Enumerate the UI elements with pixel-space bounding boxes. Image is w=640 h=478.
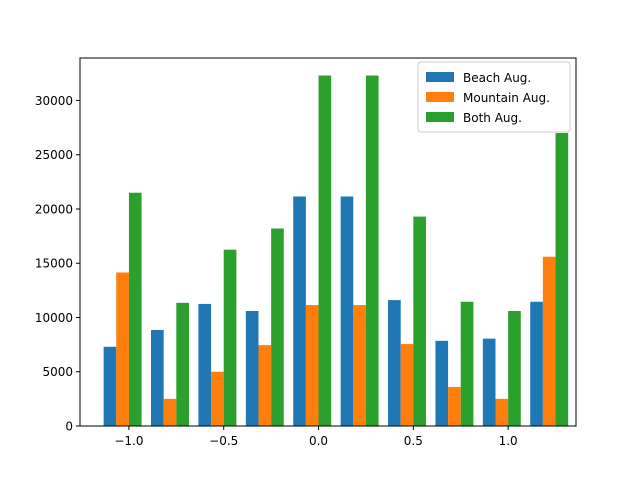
x-axis: −1.0 −0.5 0.0 0.5 1.0	[114, 426, 518, 448]
bars-group	[103, 75, 569, 427]
legend-box	[417, 61, 571, 133]
bar	[128, 192, 142, 426]
bar	[413, 216, 426, 426]
y-tick-label: 5000	[42, 365, 73, 379]
bar	[365, 75, 379, 427]
y-tick-label: 15000	[35, 257, 73, 271]
y-tick-label: 20000	[35, 202, 73, 216]
legend: Beach Aug. Mountain Aug. Both Aug.	[417, 61, 571, 133]
x-tick-label: −1.0	[114, 434, 143, 448]
y-tick-label: 30000	[35, 94, 73, 108]
bar	[460, 301, 474, 426]
bar	[482, 338, 496, 426]
bar	[495, 398, 509, 426]
bar	[448, 386, 461, 426]
bar	[245, 310, 259, 426]
x-tick-label: 0.0	[309, 434, 328, 448]
x-tick-label: 1.0	[499, 434, 518, 448]
bar	[198, 303, 212, 426]
bar	[388, 300, 401, 426]
legend-swatch	[426, 72, 454, 82]
bar	[530, 301, 543, 426]
bar	[163, 398, 177, 426]
x-tick-label: −0.5	[209, 434, 238, 448]
legend-label: Beach Aug.	[463, 71, 531, 85]
y-tick-label: 0	[65, 420, 73, 434]
legend-swatch	[426, 112, 454, 122]
bar	[340, 196, 354, 426]
y-axis: 0 5000 10000 15000 20000 25000 30000	[35, 94, 80, 434]
bar	[293, 196, 306, 426]
x-tick-label: 0.5	[404, 434, 423, 448]
legend-label: Both Aug.	[463, 111, 522, 125]
legend-label: Mountain Aug.	[463, 91, 550, 105]
bar	[555, 133, 569, 426]
bar	[103, 346, 117, 426]
bar	[176, 302, 189, 426]
bar	[211, 371, 224, 426]
bar	[400, 344, 414, 426]
bar	[542, 256, 556, 426]
bar	[435, 340, 449, 426]
bar	[151, 329, 164, 426]
bar	[223, 249, 237, 426]
bar	[318, 75, 332, 427]
bar	[271, 228, 284, 426]
bar	[353, 305, 366, 426]
y-tick-label: 25000	[35, 148, 73, 162]
bar	[508, 310, 521, 426]
bar	[116, 272, 129, 426]
axes-frame	[79, 57, 577, 427]
y-tick-label: 10000	[35, 311, 73, 325]
bar	[305, 305, 319, 426]
legend-swatch	[426, 92, 454, 102]
bar	[258, 345, 272, 426]
